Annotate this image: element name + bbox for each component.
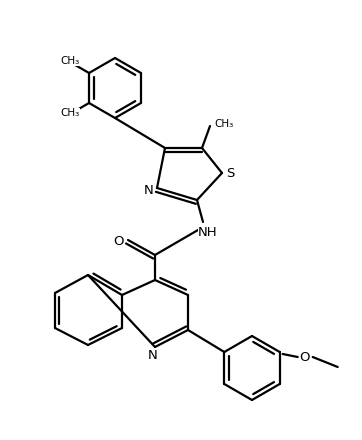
Text: N: N <box>144 183 154 197</box>
Text: NH: NH <box>198 225 218 238</box>
Text: O: O <box>299 351 310 363</box>
Text: CH₃: CH₃ <box>60 108 80 118</box>
Text: CH₃: CH₃ <box>214 119 233 129</box>
Text: N: N <box>148 348 158 362</box>
Text: S: S <box>226 166 234 180</box>
Text: CH₃: CH₃ <box>60 56 80 66</box>
Text: O: O <box>114 235 124 247</box>
